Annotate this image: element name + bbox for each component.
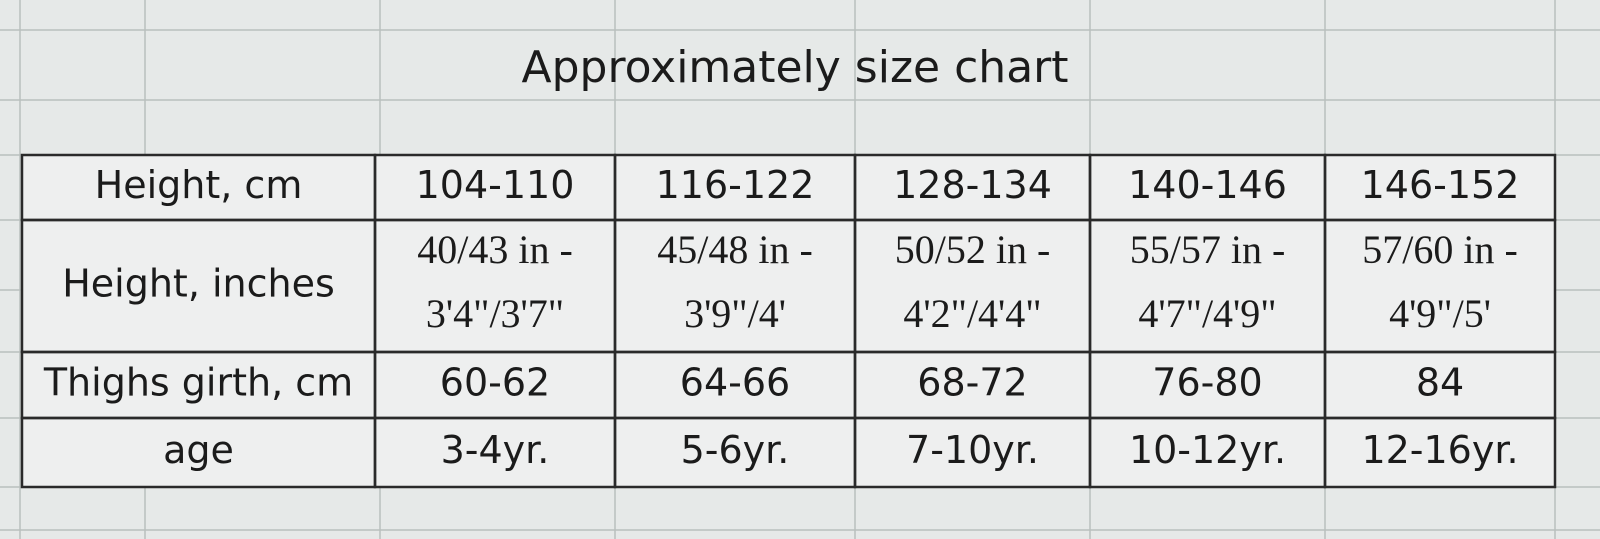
cell-text: 40/43 in - — [417, 227, 573, 272]
table-background — [22, 155, 1555, 487]
cell-text: 10-12yr. — [1129, 428, 1286, 472]
cell-text: 3'4"/3'7" — [426, 291, 564, 336]
cell-text: 5-6yr. — [681, 428, 790, 472]
cell-text: 4'7"/4'9" — [1138, 291, 1276, 336]
cell-text: 4'2"/4'4" — [903, 291, 1041, 336]
cell-text: 3-4yr. — [441, 428, 550, 472]
cell-text: 45/48 in - — [657, 227, 813, 272]
cell-text: 76-80 — [1152, 361, 1262, 405]
cell-text: 140-146 — [1128, 163, 1287, 207]
cell-text: 116-122 — [656, 163, 815, 207]
cell-text: 146-152 — [1361, 163, 1520, 207]
cell-text: 12-16yr. — [1361, 428, 1518, 472]
cell-text: 55/57 in - — [1130, 227, 1286, 272]
cell-text: 60-62 — [440, 361, 550, 405]
cell-text: 4'9"/5' — [1389, 291, 1491, 336]
row-label: Thighs girth, cm — [43, 361, 353, 405]
cell-text: 50/52 in - — [895, 227, 1051, 272]
row-label: Height, inches — [62, 262, 335, 306]
row-label: Height, cm — [95, 163, 303, 207]
table-cell — [1323, 416, 1557, 489]
cell-text: 84 — [1416, 361, 1464, 405]
cell-text: 104-110 — [416, 163, 575, 207]
cell-text: 64-66 — [680, 361, 790, 405]
cell-text: 7-10yr. — [906, 428, 1039, 472]
cell-text: 68-72 — [917, 361, 1027, 405]
cell-text: 3'9"/4' — [684, 291, 786, 336]
table-title: Approximately size chart — [522, 42, 1069, 93]
cell-text: 57/60 in - — [1362, 227, 1518, 272]
cell-text: 128-134 — [893, 163, 1052, 207]
row-label: age — [163, 428, 234, 472]
